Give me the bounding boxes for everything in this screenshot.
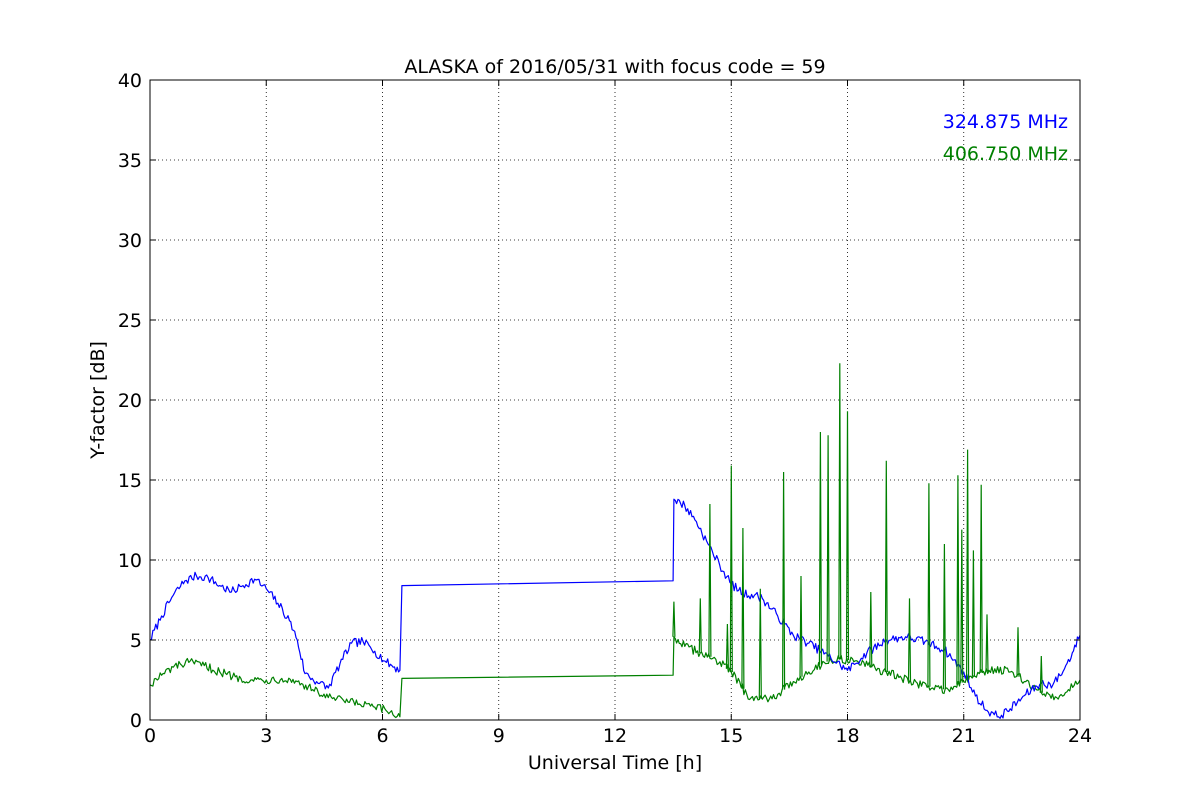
spike-peak	[799, 575, 803, 677]
legend-entry: 406.750 MHz	[943, 143, 1068, 165]
spike-peak	[845, 411, 850, 661]
chart-title: ALASKA of 2016/05/31 with focus code = 5…	[404, 56, 825, 78]
spike-peak	[672, 601, 676, 637]
legend: 324.875 MHz 406.750 MHz	[943, 111, 1068, 165]
y-tick-label: 30	[118, 230, 142, 252]
y-tick-label: 10	[118, 550, 142, 572]
y-tick-label: 20	[118, 390, 142, 412]
spike-peak	[907, 598, 912, 681]
y-tick-label: 15	[118, 470, 142, 492]
x-tick-label: 18	[835, 725, 859, 747]
x-axis-label: Universal Time [h]	[528, 752, 702, 774]
spike-peak	[927, 483, 931, 687]
x-tick-label: 21	[952, 725, 976, 747]
y-tick-label: 40	[118, 70, 142, 92]
x-tick-label: 3	[260, 725, 272, 747]
spike-peak	[971, 550, 975, 677]
y-tick-label: 0	[130, 710, 142, 732]
spike-peak	[979, 484, 983, 674]
x-tick-label: 9	[493, 725, 505, 747]
spike-peak	[741, 527, 745, 689]
spike-peak	[966, 449, 970, 680]
spike-peak	[869, 591, 873, 668]
spike-peak	[960, 529, 964, 683]
grid-lines	[150, 80, 1080, 720]
spike-peak	[956, 475, 960, 685]
spike-peak	[1016, 627, 1020, 677]
x-tick-label: 15	[719, 725, 743, 747]
spike-peak	[985, 614, 989, 672]
spike-peak	[1039, 655, 1043, 693]
x-tick-label: 0	[144, 725, 156, 747]
series-line-0	[149, 498, 1081, 719]
axis-ticks	[149, 79, 1081, 721]
spike-peak	[708, 503, 712, 657]
x-tick-label: 24	[1068, 725, 1092, 747]
x-tick-label: 6	[376, 725, 388, 747]
spike-peak	[698, 598, 702, 653]
y-tick-label: 25	[118, 310, 142, 332]
x-tick-label: 12	[603, 725, 627, 747]
series-line-1	[149, 636, 1081, 719]
spike-peak	[758, 588, 762, 699]
series-lines	[149, 363, 1081, 719]
spike-peak	[729, 465, 733, 673]
spike-peak	[782, 471, 786, 690]
spike-peak	[884, 460, 888, 673]
spike-peak	[818, 431, 822, 665]
legend-entry: 324.875 MHz	[943, 111, 1068, 133]
y-tick-label: 35	[118, 150, 142, 172]
spike-peak	[838, 363, 842, 660]
spike-peak	[942, 543, 946, 690]
y-tick-label: 5	[130, 630, 142, 652]
y-axis-label: Y-factor [dB]	[87, 341, 109, 460]
y-tick-labels: 0 5 10 15 20 25 30 35 40	[118, 70, 142, 732]
x-tick-labels: 0 3 6 9 12 15 18 21 24	[144, 725, 1092, 747]
spike-peak	[826, 435, 830, 662]
spike-peak	[725, 623, 729, 669]
